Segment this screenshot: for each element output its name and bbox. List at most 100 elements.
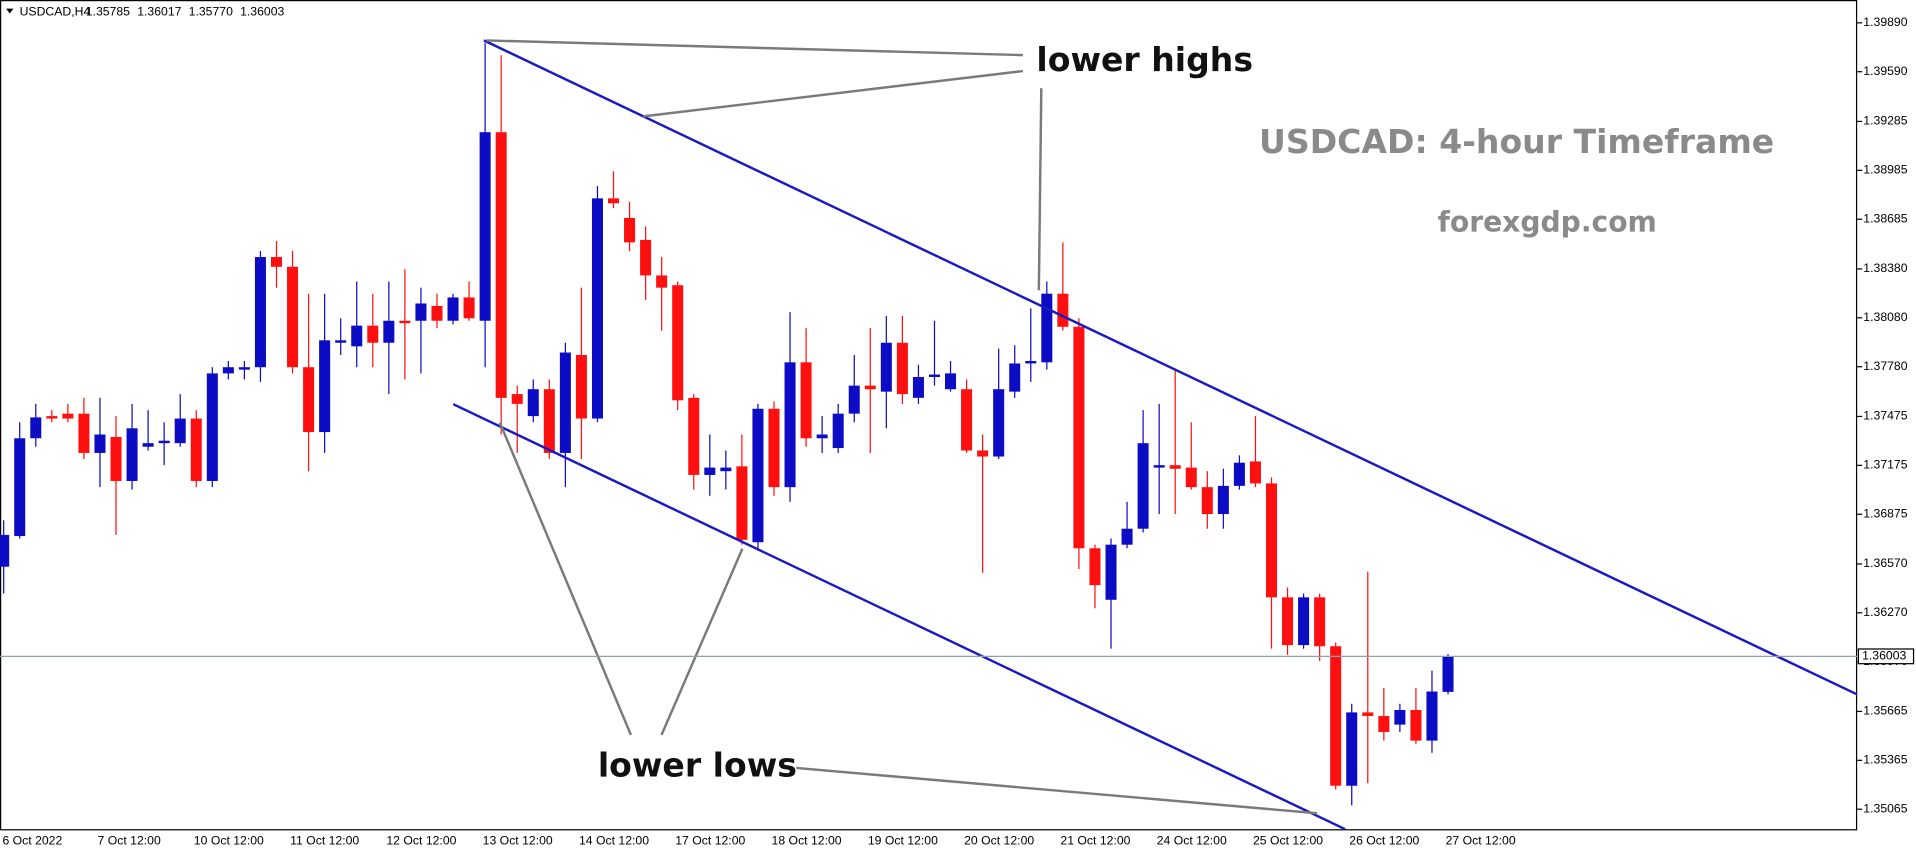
- candle-body: [1378, 715, 1390, 732]
- candle-body: [1201, 487, 1213, 515]
- candle-body: [495, 132, 507, 398]
- header-values: 1.35785 1.36017 1.35770 1.36003: [86, 4, 285, 18]
- candle-body: [463, 297, 475, 319]
- candle-body: [94, 434, 106, 453]
- candle-body: [1057, 293, 1069, 327]
- candle-body: [46, 416, 58, 419]
- header-symbol: USDCAD,H4: [20, 4, 91, 18]
- y-tick-label: 1.39890: [1863, 15, 1907, 29]
- upper-channel: [483, 39, 1858, 696]
- candle-body: [303, 367, 315, 433]
- x-tick-label: 7 Oct 12:00: [98, 834, 161, 848]
- candle-body: [238, 367, 250, 370]
- candle-body: [656, 275, 668, 288]
- candle-body: [78, 413, 90, 453]
- candle-body: [961, 389, 973, 451]
- y-tick-label: 1.35365: [1863, 753, 1907, 767]
- candle-body: [415, 303, 427, 321]
- candle-body: [784, 362, 796, 488]
- candle-body: [1041, 293, 1053, 363]
- candle-body: [559, 352, 571, 453]
- candle-body: [880, 342, 892, 392]
- candle-body: [110, 436, 122, 481]
- header-value: 1.36017: [137, 4, 181, 18]
- candle-body: [479, 132, 491, 321]
- menu-arrow: [6, 8, 14, 14]
- x-tick-label: 27 Oct 12:00: [1446, 834, 1516, 848]
- pointers: [486, 39, 1318, 815]
- x-tick-label: 24 Oct 12:00: [1157, 834, 1227, 848]
- candle-body: [1442, 656, 1454, 692]
- x-tick-label: 26 Oct 12:00: [1349, 834, 1419, 848]
- candle-body: [912, 376, 924, 398]
- y-tick-label: 1.39285: [1863, 114, 1907, 128]
- candle-body: [142, 443, 154, 447]
- pointer: [660, 548, 744, 736]
- x-tick-label: 10 Oct 12:00: [194, 834, 264, 848]
- pointer: [643, 69, 1024, 118]
- candle-body: [14, 438, 26, 537]
- x-tick-label: 19 Oct 12:00: [868, 834, 938, 848]
- y-tick-label: 1.38985: [1863, 163, 1907, 177]
- y-tick-label: 1.36875: [1863, 506, 1907, 520]
- candle-body: [848, 385, 860, 414]
- candle-body: [688, 397, 700, 475]
- pointer: [486, 39, 1023, 57]
- pointer: [1037, 88, 1043, 291]
- x-tick-label: 13 Oct 12:00: [483, 834, 553, 848]
- x-tick-label: 21 Oct 12:00: [1060, 834, 1130, 848]
- candle-body: [1233, 462, 1245, 486]
- candle-body: [704, 467, 716, 475]
- y-tick-label: 1.39590: [1863, 64, 1907, 78]
- x-tick-label: 20 Oct 12:00: [964, 834, 1034, 848]
- candle-body: [30, 417, 42, 439]
- candle-body: [254, 257, 266, 368]
- pointer: [796, 766, 1318, 815]
- y-tick-label: 1.38380: [1863, 261, 1907, 275]
- candle-body: [1073, 326, 1085, 549]
- candle-body: [575, 354, 587, 419]
- header-value: 1.35770: [189, 4, 233, 18]
- candle-body: [367, 325, 379, 343]
- candle-body: [447, 297, 459, 321]
- y-tick-label: 1.35665: [1863, 704, 1907, 718]
- x-tick-label: 6 Oct 2022: [2, 834, 62, 848]
- candle-body: [1121, 528, 1133, 545]
- pointer: [498, 422, 633, 736]
- candle-body: [399, 320, 411, 324]
- x-tick-label: 17 Oct 12:00: [675, 834, 745, 848]
- candle-body: [945, 373, 957, 390]
- candle-body: [768, 408, 780, 488]
- x-tick-label: 18 Oct 12:00: [772, 834, 842, 848]
- candle-body: [1330, 646, 1342, 786]
- candle-body: [511, 394, 523, 404]
- candle-body: [1394, 709, 1406, 725]
- candle-body: [1410, 709, 1422, 741]
- y-tick-label: 1.37175: [1863, 458, 1907, 472]
- candle-body: [864, 385, 876, 390]
- candle-body: [672, 285, 684, 401]
- candle-body: [1298, 597, 1310, 646]
- candle-body: [1185, 467, 1197, 488]
- candle-body: [1217, 485, 1229, 515]
- annotation: lower lows: [598, 746, 797, 785]
- candle-body: [126, 428, 138, 481]
- candle-body: [1426, 691, 1438, 741]
- y-tick-label: 1.38080: [1863, 310, 1907, 324]
- candle-body: [1282, 597, 1294, 646]
- candle-body: [591, 198, 603, 419]
- candle-body: [640, 239, 652, 276]
- candle-body: [993, 389, 1005, 457]
- chart-title: USDCAD: 4-hour Timeframe: [1259, 122, 1774, 161]
- candle-body: [222, 367, 234, 374]
- lower-channel: [452, 403, 1346, 831]
- y-tick-label: 1.35065: [1863, 801, 1907, 815]
- annotation: lower highs: [1036, 40, 1253, 79]
- candle-body: [607, 198, 620, 204]
- candle-body: [270, 257, 283, 267]
- candle-body: [720, 467, 732, 472]
- candle-body: [543, 389, 555, 453]
- candle-body: [800, 362, 812, 439]
- header-value: 1.36003: [240, 4, 284, 18]
